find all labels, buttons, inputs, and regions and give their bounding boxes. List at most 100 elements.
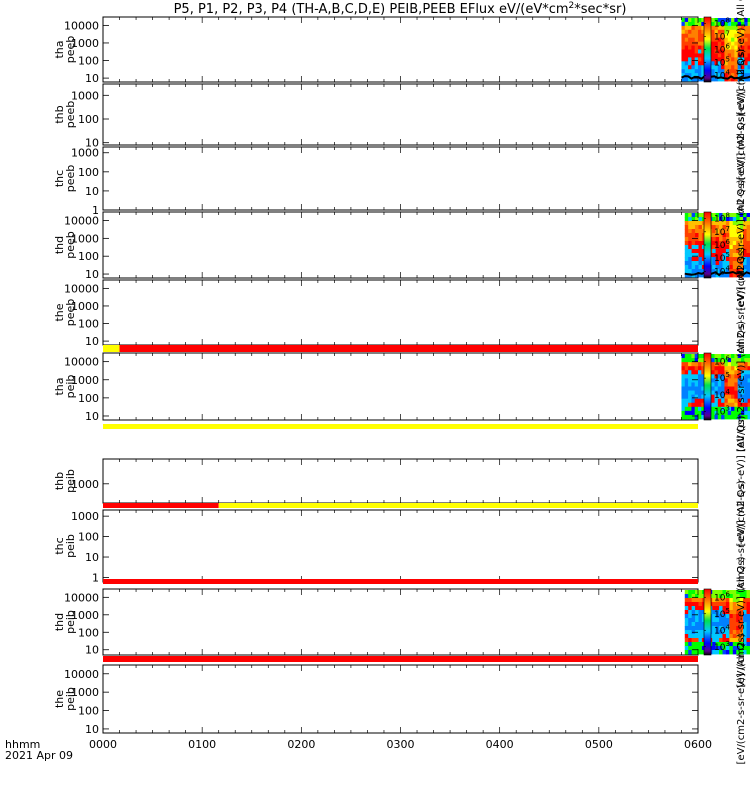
colorbar-tick-base: 10 [714, 72, 726, 82]
spectrogram-cell [714, 77, 719, 82]
spectrogram-cell [727, 69, 732, 74]
spectrogram-cell [724, 414, 729, 420]
spectrogram-cell [691, 402, 696, 408]
spectrogram-cell [684, 622, 689, 627]
colorbar-tick-label: 108 [714, 212, 730, 225]
spectrogram-cell [724, 386, 729, 391]
spectrogram-cell [695, 650, 699, 655]
spectrogram-cell [712, 598, 717, 603]
spectrogram-cell [691, 606, 696, 611]
spectrogram-cell [727, 354, 732, 359]
spectrogram-cell [711, 402, 715, 408]
spectrogram-cell [691, 241, 696, 246]
spectrogram-cell [691, 245, 696, 250]
spectrogram-cell [746, 253, 750, 258]
spectrogram-cell [698, 269, 703, 274]
spectrogram-cell [691, 221, 696, 226]
y-tick-label: 1000 [71, 686, 99, 699]
spectrogram-cell [737, 61, 742, 66]
spectrogram-cell [724, 398, 729, 404]
spectrogram-cell [732, 610, 737, 615]
y-tick-label: 10 [85, 185, 99, 198]
spectrogram-cell [698, 394, 702, 400]
spectrogram-cell [714, 25, 719, 31]
spectrogram-cell [731, 61, 735, 66]
spectrogram-cell [712, 217, 717, 222]
spectrogram-cell [695, 618, 699, 623]
spectrogram-cell [724, 37, 729, 43]
spectrogram-cell [734, 370, 739, 375]
spectrogram-cell [740, 362, 745, 367]
spectrogram-cell [724, 402, 729, 408]
colorbar-tick-exponent: 4 [725, 264, 730, 272]
spectrogram-cell [712, 229, 717, 234]
spectrogram-cell [717, 33, 722, 39]
spectrogram-cell [740, 366, 745, 371]
spectrogram-cell [711, 49, 715, 54]
spectrogram-cell [712, 225, 717, 230]
spectrogram-cell [727, 45, 732, 50]
spectrogram-cell [736, 273, 741, 278]
spectrogram-cell [698, 598, 703, 603]
spectrogram-cell [714, 398, 719, 404]
colorbar-tick-base: 10 [714, 593, 726, 603]
spectrogram-cell [732, 650, 737, 655]
spectrogram-cell [712, 269, 717, 274]
spectrogram-cell [725, 233, 730, 238]
spectrogram-cell [736, 614, 741, 619]
spectrogram-cell [747, 49, 750, 54]
spectrogram-cell [712, 634, 717, 639]
spectrogram-cell [724, 33, 729, 39]
spectrogram-cell [732, 618, 737, 623]
spectrogram-cell [701, 73, 706, 78]
spectrogram-cell [737, 374, 742, 379]
colorbar-tick-label: 105 [714, 251, 730, 264]
spectrogram-cell [727, 65, 732, 70]
spectrogram-cell [695, 241, 699, 246]
status-bar [103, 579, 698, 584]
spectrogram-cell [722, 213, 727, 218]
spectrogram-cell [744, 374, 748, 379]
spectrogram-cell [721, 394, 725, 400]
spectrogram-cell [719, 638, 723, 643]
spectrogram-cell [736, 237, 741, 242]
panel-the-peib: 10 100 1000 10000 thepeib [eV/(cm2-s-sr-eV)] … [53, 633, 747, 764]
spectrogram-cell [729, 650, 734, 655]
spectrogram-cell [711, 382, 715, 387]
spectrogram-cell [744, 402, 748, 408]
status-bar-segment [218, 503, 698, 508]
spectrogram-cell [719, 630, 723, 635]
x-tick-label: 0200 [287, 738, 315, 751]
spectrogram-cell [732, 233, 737, 238]
spectrogram-cell [739, 249, 744, 254]
spectrogram-cell [734, 29, 739, 35]
spectrogram-cell [712, 257, 717, 262]
spectrogram-cell [691, 225, 696, 230]
spectrogram-cell [721, 370, 725, 375]
spectrogram-cell [691, 237, 696, 242]
spectrogram-cell [688, 57, 692, 62]
spectrogram-cell [747, 73, 750, 78]
spectrogram-cell [737, 25, 742, 31]
y-tick-label: 1000 [71, 609, 99, 622]
spectrogram-cell [698, 626, 703, 631]
spectrogram-cell [688, 49, 692, 54]
spectrogram-cell [736, 257, 741, 262]
spectrogram-cell [721, 390, 725, 396]
spectrogram-cell [714, 366, 719, 371]
spectrogram-cell [721, 21, 725, 27]
spectrogram-cell [743, 646, 747, 651]
colorbar-units-label: [eV/(cm2-s-sr-eV)] (All Qs) [736, 179, 747, 310]
spectrogram-cell [746, 221, 750, 226]
spectrogram-cell [734, 69, 739, 74]
spectrogram-cell [701, 406, 706, 412]
spectrogram-cell [719, 590, 723, 595]
spectrogram-cell [729, 602, 734, 607]
spectrogram-cell [698, 25, 702, 31]
spectrogram-cell [734, 57, 739, 62]
spectrogram-cell [731, 358, 735, 363]
panel-label: thcpeeb [53, 165, 77, 193]
spectrogram-cell [734, 33, 739, 39]
spectrogram-cell [740, 69, 745, 74]
spectrogram-cell [688, 650, 693, 655]
